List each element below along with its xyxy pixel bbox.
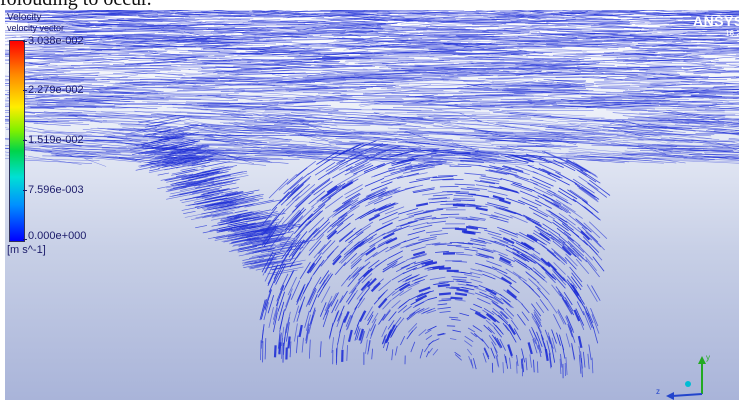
legend-title: Velocity: [7, 12, 42, 23]
legend-tick-label: 0.000e+000: [28, 230, 87, 242]
legend-tick-label: 7.596e-003: [28, 184, 84, 196]
x-axis-dot: [685, 381, 691, 387]
cfd-viewport[interactable]: Velocity velocity vector 3.038e-002 2.27…: [5, 10, 739, 400]
legend-units: [m s^-1]: [7, 244, 46, 256]
page-caption: folouding to occur.: [0, 0, 739, 10]
z-axis-arrowhead: [666, 392, 674, 400]
legend-tick-label: 3.038e-002: [28, 35, 84, 47]
legend-tick-label: 1.519e-002: [28, 134, 84, 146]
legend-tick-mark: [23, 140, 27, 141]
ansys-logo: ANSYS: [693, 13, 739, 29]
legend-tick-label: 2.279e-002: [28, 84, 84, 96]
z-axis-arrow: [671, 393, 703, 397]
y-axis-label: y: [706, 353, 710, 362]
z-axis-label: z: [656, 387, 660, 396]
y-axis-arrowhead: [698, 356, 706, 364]
velocity-vector-field[interactable]: [5, 10, 739, 400]
ansys-version: 16.2: [725, 29, 739, 38]
legend-tick-mark: [23, 239, 27, 240]
legend-tick-mark: [23, 190, 27, 191]
color-legend-bar: [9, 40, 25, 242]
velocity-vectors: [5, 10, 739, 379]
legend-tick-mark: [23, 41, 27, 42]
legend-tick-mark: [23, 90, 27, 91]
legend-subtitle: velocity vector: [7, 23, 65, 33]
coordinate-axis-triad-icon: y z: [656, 353, 710, 400]
